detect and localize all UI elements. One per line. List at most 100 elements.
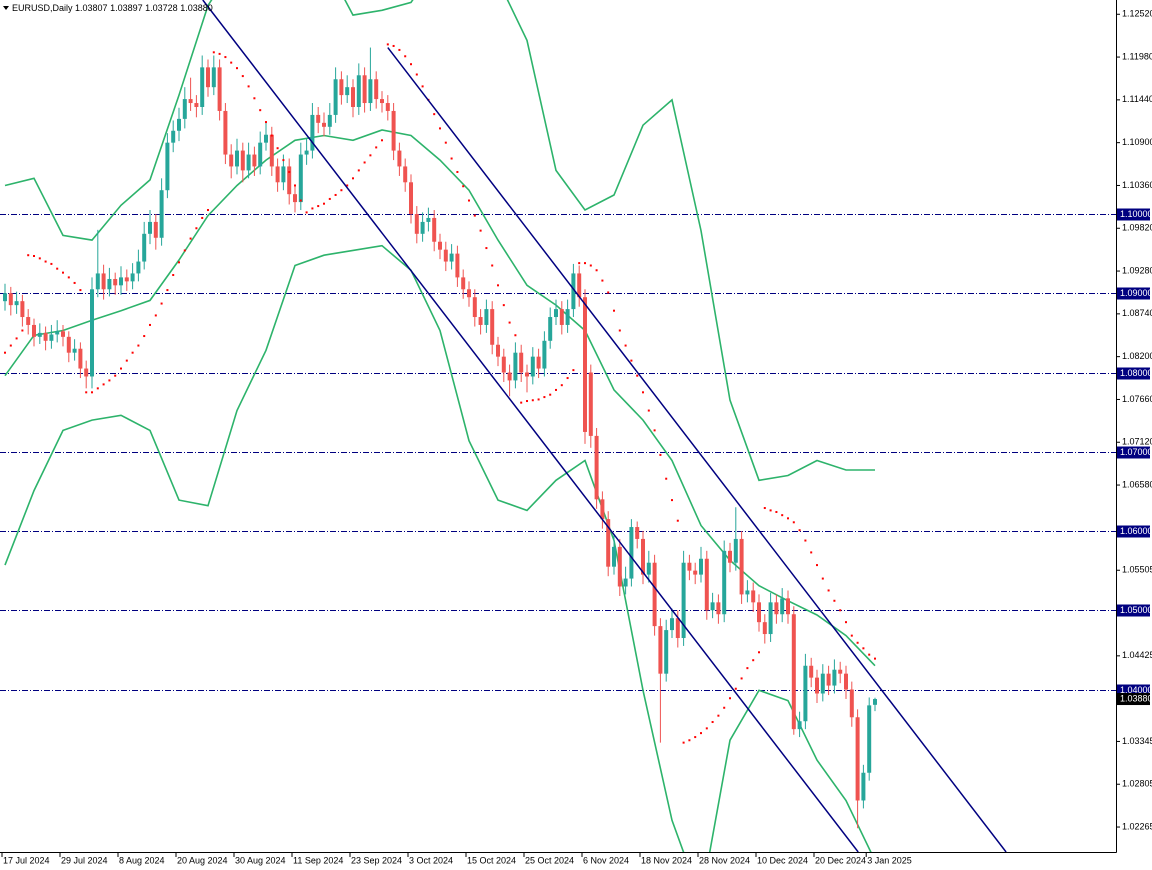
level-label: 1.04000 — [1120, 685, 1152, 695]
candle-body — [101, 273, 106, 290]
candle-body — [113, 278, 118, 286]
sar-dot — [862, 647, 865, 650]
sar-dot — [15, 337, 18, 340]
candle-body — [780, 598, 785, 615]
sar-dot — [758, 651, 760, 654]
sar-dot — [311, 207, 314, 210]
candle-body — [26, 317, 31, 325]
candle-body — [617, 546, 622, 587]
candle-body — [188, 99, 193, 104]
candle-body — [600, 499, 605, 520]
candle-body — [159, 190, 164, 238]
candle-body — [791, 614, 796, 730]
sar-dot — [694, 736, 697, 739]
sar-dot — [601, 279, 604, 282]
sar-dot — [676, 519, 679, 522]
sar-dot — [752, 659, 755, 662]
sar-dot — [717, 714, 720, 717]
sar-dot — [67, 276, 70, 279]
candle-body — [194, 103, 199, 107]
plot-area — [0, 0, 1116, 852]
sar-dot — [410, 63, 412, 66]
sar-dot — [137, 344, 140, 347]
candle-body — [751, 590, 756, 603]
candle-body — [658, 626, 663, 674]
x-tick-label: 20 Aug 2024 — [177, 855, 228, 865]
level-label: 1.05000 — [1120, 605, 1152, 615]
candle-body — [130, 273, 135, 282]
sar-dot — [700, 732, 702, 735]
candle-body — [472, 297, 477, 318]
sar-dot — [705, 727, 708, 730]
sar-dot — [578, 262, 581, 265]
candle-body — [3, 293, 7, 302]
candle-body — [153, 221, 158, 238]
candle-body — [484, 309, 489, 325]
sar-dot — [775, 510, 778, 513]
sar-dot — [781, 514, 784, 517]
y-tick-label: 1.10360 — [1122, 180, 1152, 190]
close-label: 1.03880 — [180, 3, 213, 13]
x-tick-label: 8 Aug 2024 — [119, 855, 165, 865]
level-label-box — [1117, 208, 1150, 221]
candle-body — [275, 166, 280, 183]
candle-body — [513, 352, 518, 381]
y-tick-label: 1.08740 — [1122, 308, 1152, 318]
sar-dot — [514, 334, 517, 337]
sar-dot — [299, 199, 302, 202]
sar-dot — [659, 453, 662, 456]
sar-dot — [172, 274, 175, 277]
sar-dot — [346, 184, 349, 187]
sar-dot — [386, 43, 389, 46]
menu-triangle[interactable] — [3, 6, 9, 10]
sar-dot — [149, 323, 151, 326]
sar-dot — [618, 329, 621, 332]
sar-dot — [253, 97, 256, 100]
candle-body — [612, 546, 616, 567]
sar-dot — [73, 281, 76, 284]
current-price-label: 1.03880 — [1120, 693, 1152, 703]
candle-body — [646, 562, 651, 575]
candle-body — [8, 293, 13, 306]
y-tick-label: 1.07660 — [1122, 394, 1152, 404]
candle-body — [733, 538, 738, 563]
y-tick-label: 1.11440 — [1122, 94, 1152, 104]
sar-dot — [236, 67, 238, 70]
sar-dot — [850, 634, 853, 637]
candle-body — [861, 772, 866, 801]
sar-dot — [421, 85, 424, 88]
candle-body — [687, 562, 692, 571]
candle-body — [165, 142, 170, 191]
sar-dot — [502, 304, 505, 307]
sar-dot — [352, 177, 354, 180]
candle-body — [258, 142, 263, 167]
sar-dot — [224, 56, 227, 59]
candle-body — [136, 261, 141, 274]
candle-body — [327, 114, 332, 127]
candle-body — [200, 67, 205, 107]
sar-dot — [665, 477, 668, 480]
y-tick-label: 1.12520 — [1122, 9, 1152, 19]
sar-dot — [212, 51, 215, 54]
candle-body — [316, 114, 321, 123]
sar-dot — [711, 721, 714, 724]
sar-dot — [247, 85, 250, 88]
candle-body — [229, 154, 234, 167]
candle-body — [177, 118, 181, 131]
sar-dot — [839, 609, 842, 612]
x-tick-label: 30 Aug 2024 — [235, 855, 286, 865]
sar-dot — [305, 211, 308, 214]
candle-body — [90, 289, 94, 377]
candle-body — [536, 356, 541, 369]
candle-body — [119, 277, 123, 286]
x-tick-label: 3 Oct 2024 — [409, 855, 453, 865]
sar-dot — [27, 254, 30, 257]
y-tick-label: 1.09820 — [1122, 223, 1152, 233]
sar-dot — [798, 529, 801, 532]
sar-dot — [468, 199, 470, 202]
candle-body — [757, 602, 761, 623]
sar-dot — [328, 197, 331, 200]
level-label: 1.08000 — [1120, 368, 1152, 378]
sar-dot — [688, 739, 691, 742]
candle-body — [710, 602, 715, 611]
